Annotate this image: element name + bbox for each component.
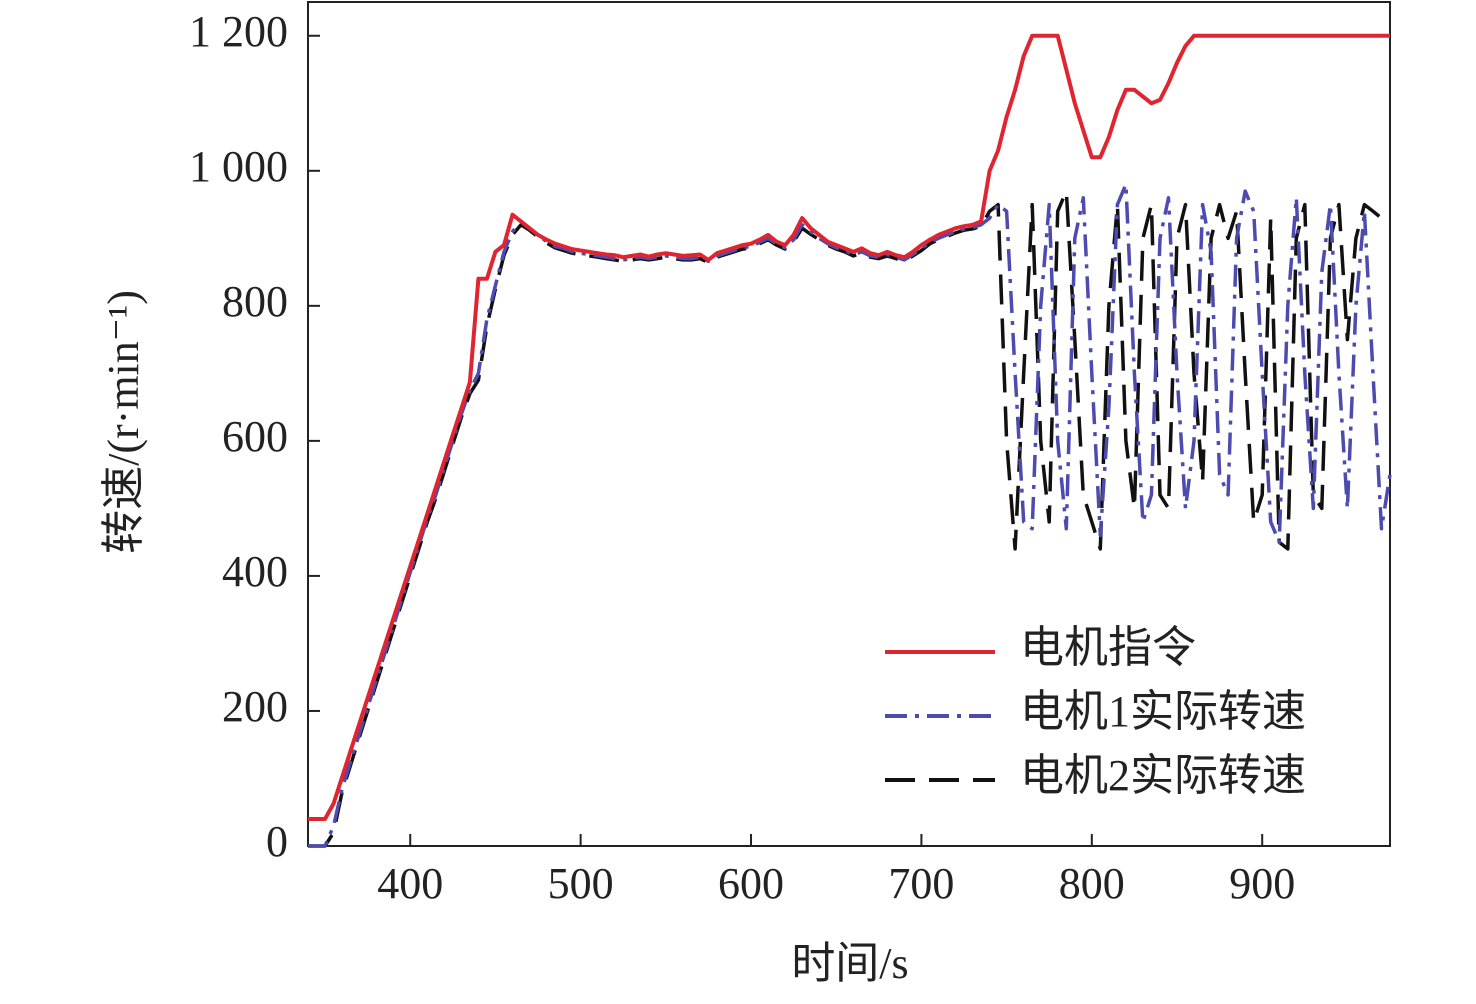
legend-label: 电机1实际转速 (1020, 687, 1306, 736)
y-tick-label: 0 (266, 817, 288, 866)
series-line (308, 33, 1390, 821)
y-tick-label: 200 (222, 682, 288, 731)
x-axis-label: 时间/s (791, 939, 908, 988)
legend-label: 电机指令 (1020, 623, 1196, 672)
legend-label: 电机2实际转速 (1020, 751, 1306, 800)
series-line (308, 182, 1392, 848)
x-tick-label: 600 (718, 859, 784, 908)
y-tick-label: 800 (222, 277, 288, 326)
plot-frame (307, 1, 1391, 847)
y-tick-label: 400 (222, 547, 288, 596)
y-tick-label: 600 (222, 412, 288, 461)
x-tick-label: 400 (377, 859, 443, 908)
series-line (308, 189, 1392, 848)
x-tick-label: 800 (1059, 859, 1125, 908)
x-tick-label: 500 (548, 859, 614, 908)
x-tick-label: 700 (888, 859, 954, 908)
y-axis-label: 转速/(r·min⁻¹) (99, 290, 148, 554)
y-tick-label: 1 000 (189, 142, 288, 191)
y-tick-label: 1 200 (189, 7, 288, 56)
x-tick-label: 900 (1229, 859, 1295, 908)
